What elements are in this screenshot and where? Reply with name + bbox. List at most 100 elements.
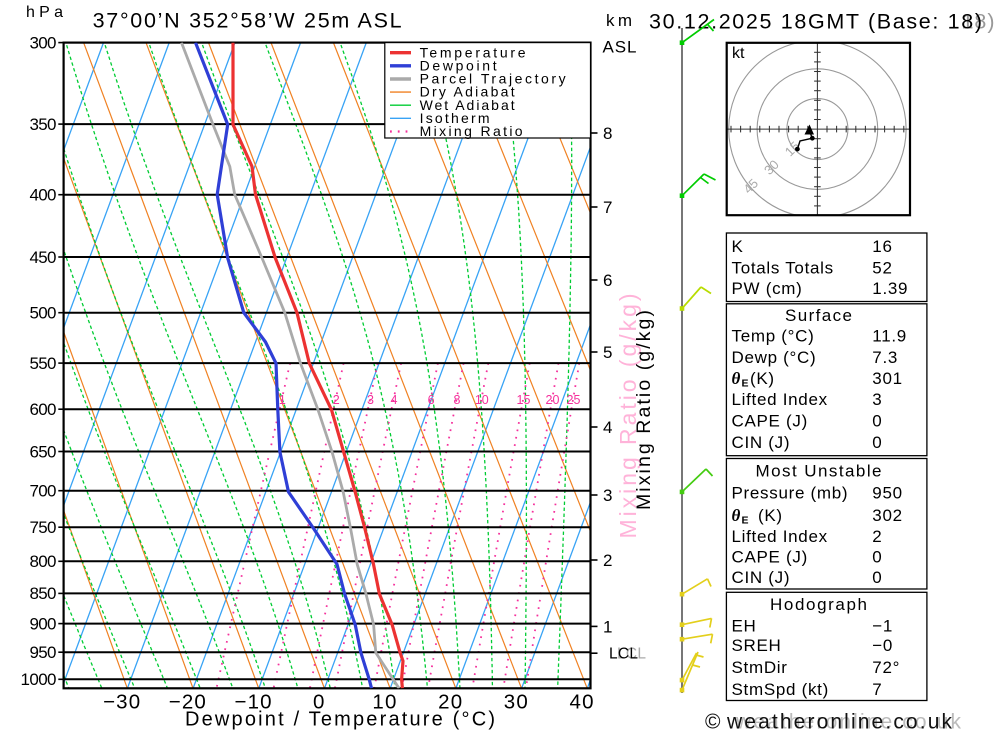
svg-text:700: 700: [30, 482, 57, 501]
svg-text:km: km: [606, 11, 632, 30]
svg-text:LCL: LCL: [609, 646, 638, 663]
svg-text:30.12.2025 18GMT (Base: 18): 30.12.2025 18GMT (Base: 18): [649, 10, 982, 34]
svg-text:52: 52: [872, 259, 892, 278]
svg-text:(K): (K): [750, 369, 775, 388]
svg-text:Dry Adiabat: Dry Adiabat: [420, 84, 515, 100]
svg-text:40: 40: [570, 691, 594, 714]
svg-text:−0: −0: [872, 636, 893, 655]
svg-text:Most Unstable: Most Unstable: [756, 461, 882, 480]
svg-text:0: 0: [872, 548, 882, 567]
svg-text:8: 8: [603, 124, 612, 143]
svg-text:0: 0: [313, 691, 324, 714]
svg-text:4: 4: [391, 393, 398, 407]
svg-text:CAPE (J): CAPE (J): [732, 548, 808, 567]
svg-text:302: 302: [872, 506, 902, 525]
svg-text:2: 2: [603, 551, 612, 570]
svg-text:−20: −20: [169, 691, 206, 714]
svg-text:Dewpoint / Temperature (°C): Dewpoint / Temperature (°C): [185, 709, 495, 731]
svg-text:3: 3: [603, 486, 612, 505]
svg-text:450: 450: [30, 248, 57, 267]
svg-text:2: 2: [872, 527, 882, 546]
svg-text:Pressure (mb): Pressure (mb): [732, 484, 849, 503]
svg-text:11.9: 11.9: [872, 327, 907, 346]
svg-text:CIN (J): CIN (J): [732, 568, 791, 587]
svg-text:Dewpoint: Dewpoint: [420, 57, 497, 73]
svg-text:ASL: ASL: [603, 38, 637, 57]
svg-text:900: 900: [30, 614, 57, 633]
svg-text:10: 10: [475, 393, 489, 407]
svg-text:θ: θ: [732, 506, 741, 525]
svg-text:SREH: SREH: [732, 636, 782, 655]
svg-text:PW (cm): PW (cm): [732, 279, 803, 298]
svg-text:θ: θ: [732, 369, 741, 388]
svg-text:650: 650: [30, 442, 57, 461]
svg-text:hPa: hPa: [26, 4, 63, 21]
svg-text:0: 0: [872, 568, 882, 587]
svg-text:5: 5: [603, 343, 612, 362]
svg-text:LCL: LCL: [617, 646, 646, 663]
svg-text:StmDir: StmDir: [732, 658, 788, 677]
svg-text:18): 18): [962, 10, 995, 34]
svg-text:25: 25: [567, 393, 581, 407]
svg-text:StmSpd (kt): StmSpd (kt): [732, 680, 829, 699]
svg-text:850: 850: [30, 584, 57, 603]
svg-text:3: 3: [367, 393, 374, 407]
svg-text:Lifted Index: Lifted Index: [732, 390, 828, 409]
svg-text:15: 15: [517, 393, 531, 407]
svg-text:Mixing Ratio: Mixing Ratio: [420, 123, 523, 139]
svg-text:−30: −30: [103, 691, 140, 714]
svg-text:K: K: [732, 237, 744, 256]
svg-text:Isotherm: Isotherm: [420, 110, 490, 126]
svg-text:weatheronline.co.uk: weatheronline.co.uk: [735, 711, 962, 733]
svg-text:Mixing Ratio (g/kg): Mixing Ratio (g/kg): [633, 310, 655, 510]
svg-text:−10: −10: [235, 691, 272, 714]
svg-text:EH: EH: [732, 616, 757, 635]
svg-text:CAPE (J): CAPE (J): [732, 411, 808, 430]
svg-text:301: 301: [872, 369, 902, 388]
svg-text:Totals Totals: Totals Totals: [732, 259, 834, 278]
svg-text:20: 20: [438, 691, 462, 714]
svg-text:Dewp (°C): Dewp (°C): [732, 348, 817, 367]
svg-text:350: 350: [30, 115, 57, 134]
svg-text:10: 10: [372, 691, 396, 714]
svg-text:500: 500: [30, 304, 57, 323]
svg-text:400: 400: [30, 186, 57, 205]
svg-text:6: 6: [428, 393, 435, 407]
svg-text:550: 550: [30, 354, 57, 373]
svg-text:1: 1: [279, 393, 286, 407]
svg-text:16: 16: [872, 237, 892, 256]
svg-text:Temp (°C): Temp (°C): [732, 327, 815, 346]
svg-text:0: 0: [872, 433, 882, 452]
svg-text:0: 0: [872, 411, 882, 430]
svg-text:1: 1: [603, 617, 612, 636]
svg-text:950: 950: [872, 484, 902, 503]
svg-text:1000: 1000: [21, 670, 57, 689]
svg-text:800: 800: [30, 552, 57, 571]
svg-text:kt: kt: [732, 45, 745, 62]
svg-text:(K): (K): [758, 506, 783, 525]
svg-text:Surface: Surface: [785, 306, 852, 325]
svg-text:Hodograph: Hodograph: [770, 595, 867, 614]
svg-text:300: 300: [30, 33, 57, 52]
svg-text:−1: −1: [872, 616, 893, 635]
svg-text:1.39: 1.39: [872, 279, 908, 298]
svg-text:3: 3: [872, 390, 882, 409]
svg-text:7: 7: [603, 198, 612, 217]
svg-text:Mixing Ratio (g/kg): Mixing Ratio (g/kg): [615, 294, 641, 539]
svg-text:E: E: [742, 378, 749, 390]
svg-text:©: ©: [705, 711, 721, 733]
svg-text:Lifted Index: Lifted Index: [732, 527, 828, 546]
svg-text:CIN (J): CIN (J): [732, 433, 791, 452]
svg-text:950: 950: [30, 643, 57, 662]
svg-text:72°: 72°: [872, 658, 900, 677]
svg-text:7: 7: [872, 680, 882, 699]
svg-text:37°00’N 352°58’W 25m ASL: 37°00’N 352°58’W 25m ASL: [93, 9, 402, 33]
svg-text:8: 8: [454, 393, 461, 407]
svg-text:Wet Adiabat: Wet Adiabat: [420, 97, 515, 113]
svg-text:600: 600: [30, 400, 57, 419]
svg-text:7.3: 7.3: [872, 348, 898, 367]
svg-text:2: 2: [333, 393, 340, 407]
svg-text:6: 6: [603, 271, 612, 290]
svg-text:weatheronline.co.uk: weatheronline.co.uk: [726, 711, 953, 733]
svg-text:20: 20: [546, 393, 560, 407]
